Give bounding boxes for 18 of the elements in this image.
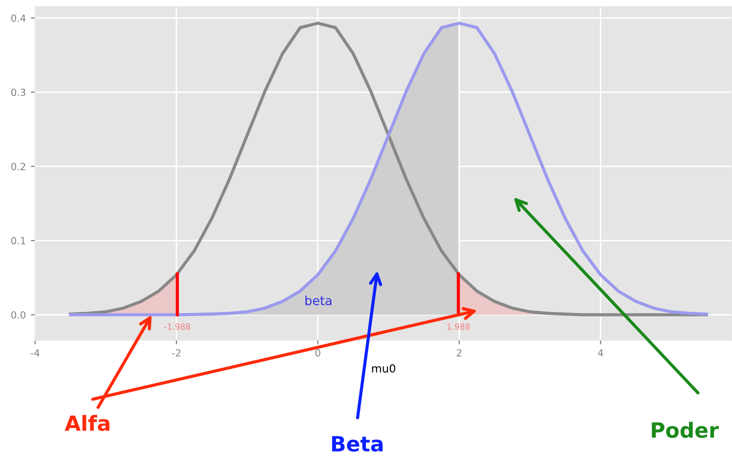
y-tick-label: 0.2 — [11, 162, 26, 170]
x-tick-label: 2 — [456, 349, 462, 356]
y-tick-label: 0.3 — [11, 88, 26, 96]
annotation: -1.988 — [164, 323, 190, 330]
line-series — [68, 22, 708, 316]
y-tick-label: 0.0 — [11, 311, 26, 319]
x-tick-label: -2 — [172, 349, 180, 356]
x-tick-label: 4 — [598, 349, 604, 356]
x-tick-label: 0 — [315, 349, 320, 357]
annotation: 1.988 — [447, 323, 470, 330]
annotation: Alfa — [64, 414, 110, 432]
text: Poder — [652, 422, 719, 438]
annotation: beta — [305, 296, 332, 306]
text: Beta — [332, 436, 383, 452]
x-tick-label: -4 — [30, 349, 40, 356]
y-tick-label: 0.4 — [11, 14, 26, 22]
x-axis-title: mu0 — [372, 364, 396, 373]
y-tick-label: 0.1 — [11, 237, 26, 244]
